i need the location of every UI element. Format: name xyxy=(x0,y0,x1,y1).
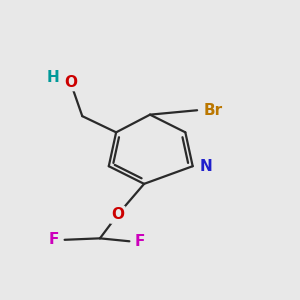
Text: N: N xyxy=(199,159,212,174)
Text: Br: Br xyxy=(204,103,223,118)
Text: O: O xyxy=(64,75,77,90)
Text: F: F xyxy=(49,232,59,247)
Text: H: H xyxy=(46,70,59,86)
Text: O: O xyxy=(111,207,124,222)
Text: F: F xyxy=(135,234,145,249)
